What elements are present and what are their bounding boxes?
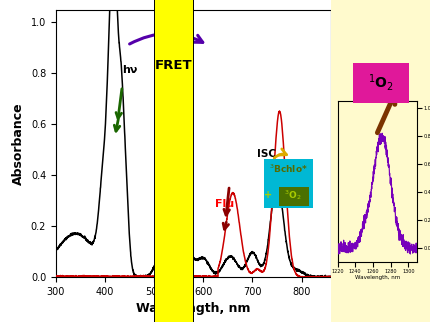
Text: Flu: Flu xyxy=(215,199,234,209)
Text: ISC: ISC xyxy=(258,149,276,159)
FancyArrowPatch shape xyxy=(274,149,286,158)
Text: hν: hν xyxy=(122,65,137,75)
FancyBboxPatch shape xyxy=(154,0,193,322)
Text: $^1$O$_2$: $^1$O$_2$ xyxy=(368,72,393,93)
FancyBboxPatch shape xyxy=(264,158,313,208)
FancyArrowPatch shape xyxy=(129,33,203,44)
Text: +: + xyxy=(264,191,272,201)
Text: $^3$Bchlo*: $^3$Bchlo* xyxy=(270,163,308,175)
X-axis label: Wavelength, nm: Wavelength, nm xyxy=(355,275,400,280)
FancyBboxPatch shape xyxy=(279,186,310,206)
Y-axis label: Absorbance: Absorbance xyxy=(12,102,25,185)
X-axis label: Wavelength, nm: Wavelength, nm xyxy=(136,302,251,315)
FancyArrowPatch shape xyxy=(378,94,395,133)
Text: $^3$O$_2$: $^3$O$_2$ xyxy=(284,188,301,203)
Text: FRET: FRET xyxy=(154,59,192,72)
